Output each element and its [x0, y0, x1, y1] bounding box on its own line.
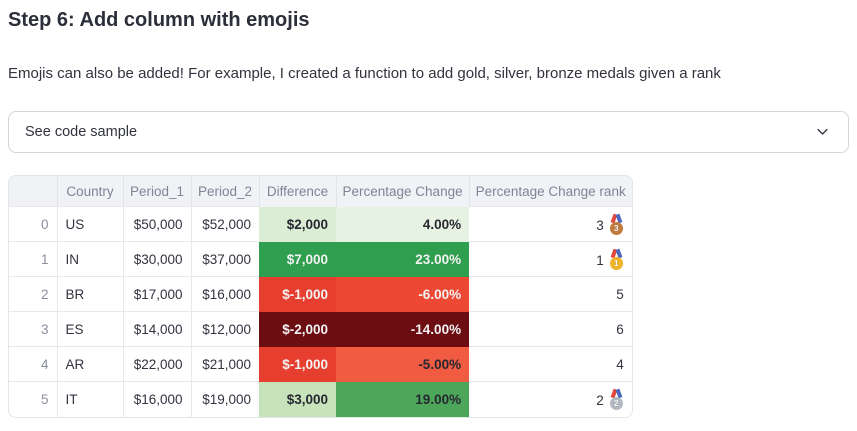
cell-period-2: $19,000 — [190, 381, 259, 417]
cell-percentage-change: -6.00% — [336, 276, 470, 312]
rank-value: 4 — [616, 356, 624, 372]
rank-value: 1 — [596, 252, 604, 268]
cell-period-2: $16,000 — [190, 276, 259, 312]
silver-medal-icon: 2 — [609, 389, 624, 410]
cell-country: ES — [56, 311, 123, 347]
header-index — [9, 175, 57, 207]
chevron-down-icon[interactable] — [815, 124, 830, 139]
cell-percentage-change: 19.00% — [336, 381, 470, 417]
header-period-1: Period_1 — [122, 175, 191, 207]
cell-difference: $-1,000 — [259, 346, 336, 382]
expander-label: See code sample — [25, 123, 138, 140]
cell-rank: 6 — [469, 311, 632, 347]
cell-difference: $3,000 — [259, 381, 336, 417]
table-row: 2 BR $17,000 $16,000 $-1,000 -6.00% 5 — [9, 276, 632, 312]
cell-percentage-change: -14.00% — [336, 311, 470, 347]
cell-index: 3 — [9, 311, 57, 347]
cell-country: IN — [56, 241, 123, 277]
cell-period-2: $52,000 — [190, 206, 259, 242]
cell-difference: $7,000 — [259, 241, 336, 277]
cell-period-2: $12,000 — [190, 311, 259, 347]
cell-period-1: $50,000 — [122, 206, 191, 242]
cell-period-2: $21,000 — [190, 346, 259, 382]
cell-period-1: $22,000 — [122, 346, 191, 382]
cell-period-1: $17,000 — [122, 276, 191, 312]
header-country: Country — [56, 175, 123, 207]
dataframe-table: Country Period_1 Period_2 Difference Per… — [8, 174, 633, 418]
rank-value: 2 — [596, 393, 604, 408]
cell-country: US — [56, 206, 123, 242]
cell-difference: $-1,000 — [259, 276, 336, 312]
cell-index: 4 — [9, 346, 57, 382]
cell-index: 5 — [9, 381, 57, 417]
cell-index: 1 — [9, 241, 57, 277]
header-period-2: Period_2 — [190, 175, 259, 207]
table-header-row: Country Period_1 Period_2 Difference Per… — [9, 175, 632, 207]
cell-index: 2 — [9, 276, 57, 312]
page-title: Step 6: Add column with emojis — [8, 9, 310, 31]
cell-percentage-change: 23.00% — [336, 241, 470, 277]
bronze-medal-icon: 3 — [609, 214, 624, 235]
gold-medal-icon: 1 — [609, 249, 624, 270]
cell-country: BR — [56, 276, 123, 312]
cell-country: AR — [56, 346, 123, 382]
cell-difference: $2,000 — [259, 206, 336, 242]
header-percentage-change-rank: Percentage Change rank — [468, 175, 632, 207]
cell-difference: $-2,000 — [259, 311, 336, 347]
header-percentage-change: Percentage Change — [335, 175, 470, 207]
table-row: 3 ES $14,000 $12,000 $-2,000 -14.00% 6 — [9, 311, 632, 347]
table-row: 4 AR $22,000 $21,000 $-1,000 -5.00% 4 — [9, 346, 632, 382]
code-sample-expander[interactable]: See code sample — [8, 110, 849, 153]
cell-country: IT — [56, 381, 123, 417]
cell-rank: 4 — [469, 346, 632, 382]
cell-period-1: $30,000 — [122, 241, 191, 277]
description-text: Emojis can also be added! For example, I… — [8, 65, 721, 82]
cell-percentage-change: -5.00% — [336, 346, 470, 382]
rank-value: 3 — [596, 217, 604, 233]
cell-period-2: $37,000 — [190, 241, 259, 277]
rank-value: 6 — [616, 321, 624, 337]
rank-value: 5 — [616, 286, 624, 302]
cell-rank: 5 — [469, 276, 632, 312]
cell-period-1: $16,000 — [122, 381, 191, 417]
cell-period-1: $14,000 — [122, 311, 191, 347]
header-difference: Difference — [258, 175, 336, 207]
cell-percentage-change: 4.00% — [336, 206, 470, 242]
cell-index: 0 — [9, 206, 57, 242]
